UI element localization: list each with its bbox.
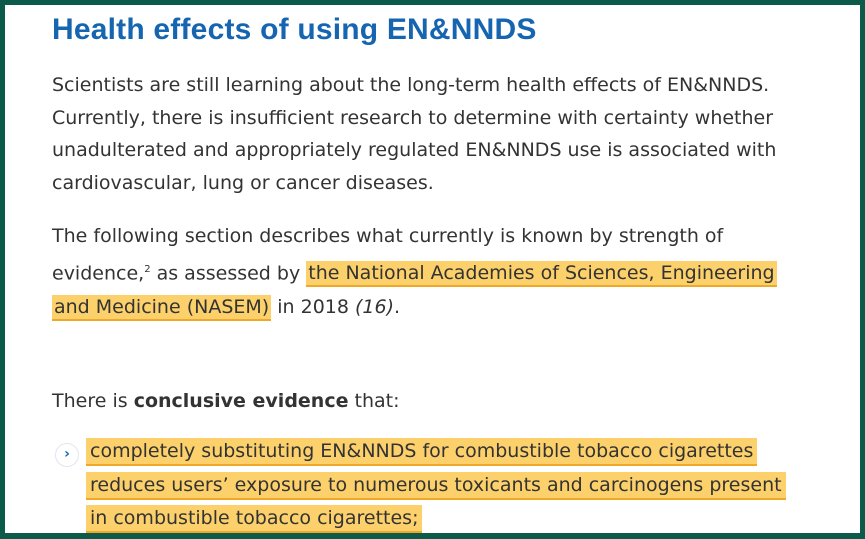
text-line: cardiovascular, lung or cancer diseases. [52,171,434,194]
highlight: completely substituting EN&NNDS for comb… [86,438,758,466]
bold-text: conclusive evidence [133,390,349,412]
text-line: Currently, there is insufficient researc… [52,106,774,129]
citation-link[interactable]: (16) [355,296,395,319]
footnote-ref[interactable]: 2 [144,264,151,275]
text: as assessed by [150,262,307,285]
highlight: in combustible tobacco cigarettes; [86,505,423,533]
text: . [394,296,401,319]
chevron-right-icon: › [55,443,79,467]
text-line: The following section describes what cur… [52,225,724,247]
highlight: reduces users’ exposure to numerous toxi… [86,471,786,500]
text: that: [348,390,400,412]
text: in 2018 [271,296,355,319]
text-line: Scientists are still learning about the … [52,74,770,96]
intro-paragraph: Scientists are still learning about the … [52,69,776,199]
list-item: completely substituting EN&NNDS for comb… [86,435,786,536]
page-title: Health effects of using EN&NNDS [52,13,537,46]
conclusive-heading: There is conclusive evidence that: [52,385,400,418]
text: evidence, [52,262,145,285]
text: There is [52,390,134,412]
evidence-paragraph: The following section describes what cur… [52,219,777,324]
highlight: and Medicine (NASEM) [52,295,272,322]
highlight: the National Academies of Sciences, Engi… [306,261,777,288]
text-line: unadulterated and appropriately regulate… [52,139,777,161]
